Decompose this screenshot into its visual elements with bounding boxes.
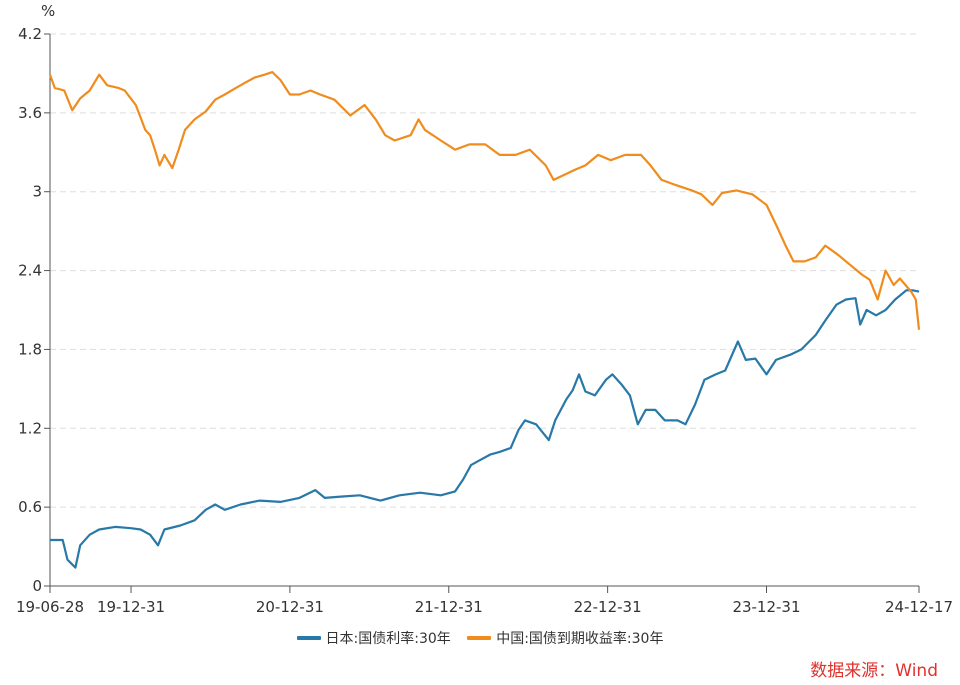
x-axis-ticks: 19-06-28 19-12-31 20-12-31 21-12-31 22-12-31… (16, 586, 953, 616)
grid-lines (50, 33, 919, 508)
y-tick-label: 3.6 (18, 104, 42, 122)
y-tick-label: 3 (32, 183, 42, 201)
legend-item-japan[interactable]: 日本:国债利率:30年 (296, 628, 451, 648)
y-tick-label: 0.6 (18, 498, 42, 516)
x-tick-label: 22-12-31 (574, 598, 642, 616)
legend-label-japan: 日本:国债利率:30年 (325, 631, 451, 647)
x-tick-label: 20-12-31 (256, 598, 324, 616)
series-lines (48, 71, 921, 569)
x-tick-label: 23-12-31 (732, 598, 800, 616)
y-axis-unit-label: % (41, 2, 55, 20)
axes (49, 34, 919, 587)
japan-30y-yield-line (50, 289, 920, 569)
x-tick-label: 24-12-17 (885, 598, 953, 616)
y-tick-label: 2.4 (18, 262, 42, 280)
legend-swatch-japan (296, 636, 321, 640)
y-tick-label: 0 (32, 577, 42, 595)
y-tick-label: 1.2 (18, 419, 42, 437)
y-tick-label: 4.2 (18, 25, 42, 43)
x-tick-label: 19-06-28 (16, 598, 84, 616)
source-note: 数据来源：Wind (810, 661, 938, 681)
x-tick-label: 21-12-31 (415, 598, 483, 616)
legend-swatch-china (467, 636, 492, 640)
china-30y-yield-line (48, 71, 921, 330)
x-tick-label: 19-12-31 (97, 598, 165, 616)
legend-label-china: 中国:国债到期收益率:30年 (496, 631, 664, 647)
legend-item-china[interactable]: 中国:国债到期收益率:30年 (467, 628, 663, 648)
y-tick-label: 1.8 (18, 340, 42, 358)
legend: 日本:国债利率:30年 中国:国债到期收益率:30年 (0, 628, 960, 648)
y-axis-ticks: 0 0.6 1.2 1.8 2.4 3 3.6 4.2 (18, 25, 50, 595)
